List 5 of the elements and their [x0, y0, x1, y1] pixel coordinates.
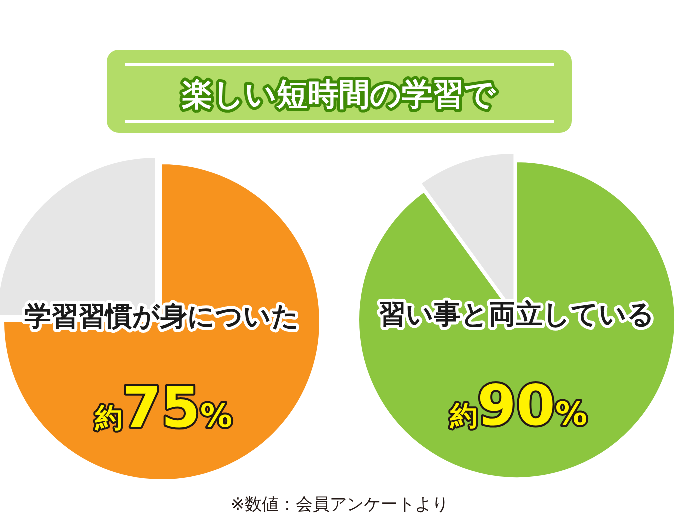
chart-title: 楽しい短時間の学習で [181, 77, 497, 113]
data-label: 約75% [94, 376, 232, 441]
text: ※数値：会員アンケートより [230, 494, 450, 516]
slice-label: 習い事と両立している [379, 300, 655, 330]
data-label: 約90% [450, 374, 588, 439]
